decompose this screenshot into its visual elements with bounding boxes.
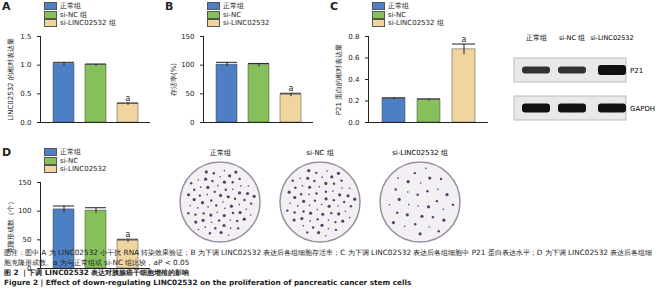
html-text:正常组: 正常组 [223,2,244,10]
html-text:图 2 ｜下调 LINC02532 表达对胰腺癌干细胞增殖的: 图 2 ｜下调 LINC02532 表达对胰腺癌干细胞增殖的影响 [4,268,190,277]
html-text:正常组: 正常组 [60,2,81,10]
svg-text:1.0: 1.0 [20,61,31,69]
svg-text:1.5: 1.5 [20,33,31,41]
svg-text:P21: P21 [630,67,643,75]
svg-text:a: a [126,94,131,103]
html-text:si-LINC02532 组: si-LINC02532 组 [60,19,116,27]
html-text:si-LINC02532 组: si-LINC02532 组 [388,19,444,27]
html-text:si-NC: si-NC [223,10,242,19]
html-text:si-LINC02532: si-LINC02532 [60,165,107,173]
svg-text:0.5: 0.5 [20,90,31,98]
html-text:si-LINC02532: si-LINC02532 [223,19,270,27]
svg-text:a: a [289,84,294,93]
html-text:D: D [2,146,12,159]
svg-text:正常组: 正常组 [210,149,231,157]
svg-text:100: 100 [181,61,194,69]
html-text:Figure 2 | Effect of down-regu: Figure 2 | Effect of down-regulating LIN… [4,278,412,287]
svg-text:si-NC 组: si-NC 组 [306,149,333,157]
html-text:C: C [330,0,339,13]
svg-text:GAPDH: GAPDH [630,105,655,113]
html-text:si-NC 组: si-NC 组 [60,10,88,19]
html-text:图注：图中 A 为 LINC02532 小干扰 RNA 转染: 图注：图中 A 为 LINC02532 小干扰 RNA 转染效果验证；B 为下调… [4,248,653,267]
svg-text:存活率(%): 存活率(%) [170,63,178,96]
svg-text:a: a [462,35,467,44]
svg-text:a: a [126,230,131,239]
svg-text:si-NC 组: si-NC 组 [559,34,585,42]
html-text:A: A [2,0,11,13]
svg-text:50: 50 [23,236,32,244]
svg-text:si-LINC02532: si-LINC02532 [590,34,633,42]
html-text:B: B [165,0,174,13]
svg-text:si-LINC02532 组: si-LINC02532 组 [392,149,448,157]
svg-text:50: 50 [186,90,195,98]
svg-text:克隆形成数（个）: 克隆形成数（个） [7,198,15,254]
svg-text:0.0: 0.0 [20,119,31,126]
svg-text:LINC02532 的相对表达量: LINC02532 的相对表达量 [7,38,15,121]
svg-text:正常组: 正常组 [526,34,547,42]
svg-text:150: 150 [181,33,194,41]
html-text:正常组: 正常组 [60,148,81,156]
svg-text:0.0: 0.0 [348,119,359,126]
svg-text:0.4: 0.4 [348,76,360,84]
svg-text:150: 150 [18,179,31,187]
svg-text:0: 0 [190,119,194,126]
html-text:si-NC: si-NC [388,10,407,19]
svg-text:0.2: 0.2 [348,97,359,105]
html-text:si-NC: si-NC [60,156,79,165]
html-text:正常组: 正常组 [388,2,409,10]
svg-text:100: 100 [18,207,31,215]
svg-text:0.6: 0.6 [348,54,360,62]
svg-text:P21 蛋白的相对表达量: P21 蛋白的相对表达量 [335,44,343,115]
svg-text:0.8: 0.8 [348,33,359,41]
